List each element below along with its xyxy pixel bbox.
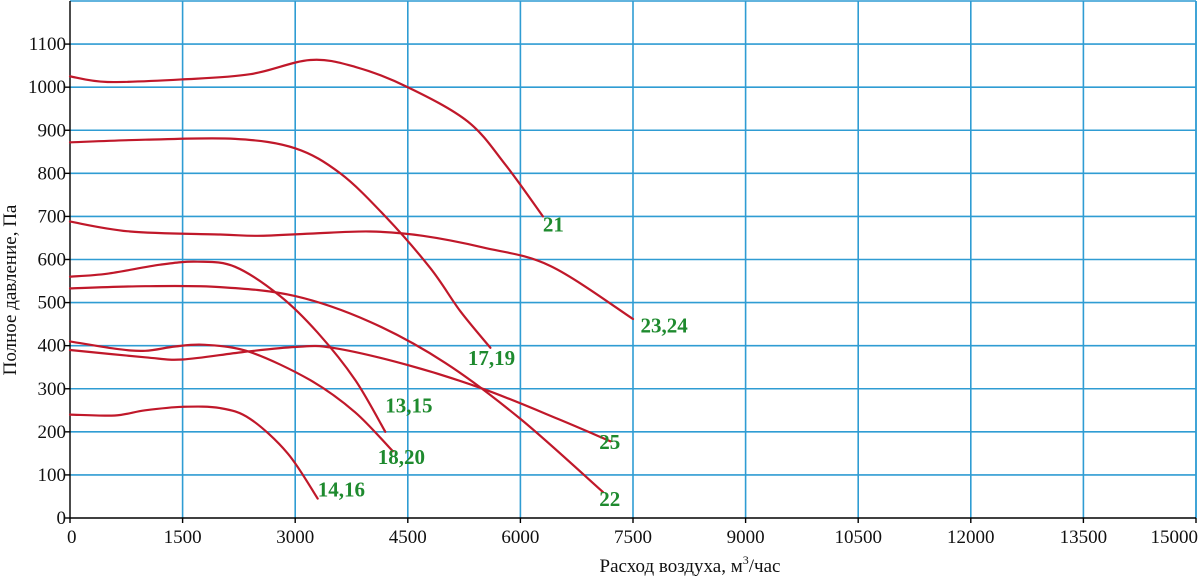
x-tick-label: 0	[67, 527, 77, 548]
curve-label-17-19: 17,19	[468, 346, 515, 370]
curve-label-14-16: 14,16	[318, 477, 365, 501]
curves	[68, 58, 635, 500]
x-tick-label: 3000	[276, 527, 314, 548]
axes	[65, 1, 1197, 523]
curve-label-23-24: 23,24	[641, 314, 689, 338]
curve-label-18-20: 18,20	[378, 445, 425, 469]
x-tick-label: 9000	[727, 527, 765, 548]
curve-label-13-15: 13,15	[385, 393, 432, 417]
x-tick-label: 4500	[389, 527, 427, 548]
y-tick-label: 100	[38, 465, 67, 486]
y-tick-label: 0	[57, 508, 67, 529]
y-tick-label: 300	[38, 379, 67, 400]
curve-18-20	[68, 340, 394, 453]
x-tick-label: 15000	[1151, 527, 1199, 548]
x-tick-label: 1500	[164, 527, 202, 548]
curve-label-21: 21	[543, 212, 564, 236]
x-tick-label: 7500	[614, 527, 652, 548]
curve-14-16	[68, 405, 319, 500]
curve-13-15	[68, 260, 387, 433]
y-tick-label: 900	[38, 120, 67, 141]
curve-labels: 21 17,19 23,24 13,15 22 18,20 25 14,16	[318, 212, 689, 510]
y-tick-label: 500	[38, 293, 67, 314]
curve-label-25: 25	[599, 430, 620, 454]
curve-21	[68, 58, 544, 218]
y-tick-label: 1000	[28, 77, 66, 98]
y-tick-label: 200	[38, 422, 67, 443]
curve-25	[68, 344, 612, 443]
grid	[70, 0, 1197, 518]
x-axis-title: Расход воздуха, м3/час	[600, 553, 781, 577]
x-axis-title-superscript: 3	[743, 553, 749, 567]
x-tick-label: 12000	[947, 527, 995, 548]
curve-23-24	[68, 220, 635, 321]
y-tick-label: 600	[38, 250, 67, 271]
y-tick-label: 700	[38, 206, 67, 227]
x-axis-title-suffix: /час	[749, 556, 781, 577]
y-tick-label: 800	[38, 163, 67, 184]
curve-17-19	[68, 137, 492, 349]
x-tick-label: 6000	[501, 527, 539, 548]
y-tick-label: 1100	[29, 34, 66, 55]
x-tick-label: 13500	[1060, 527, 1108, 548]
y-axis-title: Полное давление, Па	[0, 204, 21, 375]
curve-22	[68, 284, 605, 494]
curve-label-22: 22	[599, 487, 620, 511]
x-tick-label: 10500	[834, 527, 882, 548]
x-axis-title-main: Расход воздуха, м	[600, 556, 743, 577]
y-tick-label: 400	[38, 336, 67, 357]
tick-labels: 0 1500 3000 4500 6000 7500 9000 10500 12000 13500…	[28, 34, 1198, 548]
